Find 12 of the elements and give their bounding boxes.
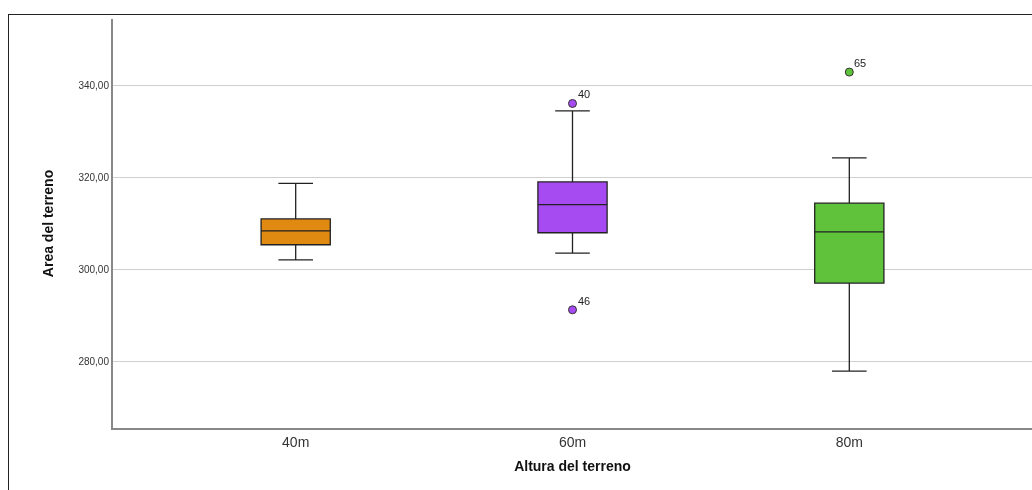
annotation: 40 [578,88,591,100]
x-axis-title: Altura del terreno [514,457,631,474]
x-tick-label: 60m [558,433,587,450]
y-tick-label: 280,00 [78,356,110,368]
annotation: 46 [578,295,591,307]
x-tick-label: 40m [282,433,310,450]
y-tick-label: 300,00 [78,264,110,276]
y-tick-label: 320,00 [78,171,110,183]
y-tick-label: 340,00 [78,79,110,91]
annotation: 65 [854,57,867,69]
x-tick-label: 80m [835,433,863,450]
y-axis-title: Area del terreno [39,169,56,278]
